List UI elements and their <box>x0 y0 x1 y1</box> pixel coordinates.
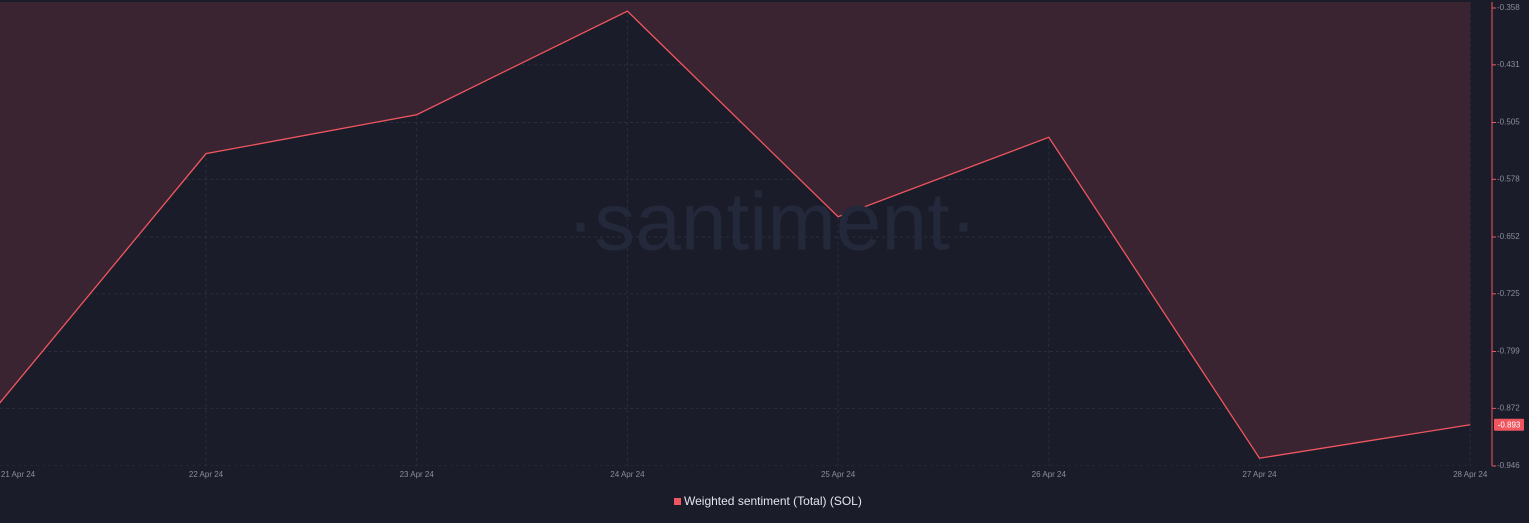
area-above <box>0 2 1471 459</box>
x-tick-label: 25 Apr 24 <box>821 470 856 479</box>
legend-swatch <box>674 498 681 505</box>
y-tick-label: -0.505 <box>1497 118 1520 127</box>
y-tick-label: -0.799 <box>1497 347 1520 356</box>
x-tick-label: 24 Apr 24 <box>610 470 645 479</box>
x-tick-label: 28 Apr 24 <box>1453 470 1488 479</box>
y-tick-label: -0.358 <box>1497 3 1520 12</box>
plot-area <box>0 2 1471 466</box>
y-tick-label: -0.725 <box>1497 289 1520 298</box>
last-value-badge <box>1494 418 1524 431</box>
y-tick-label: -0.652 <box>1497 232 1520 241</box>
x-tick-label: 23 Apr 24 <box>400 470 435 479</box>
x-tick-label: 27 Apr 24 <box>1242 470 1277 479</box>
x-tick-label: 22 Apr 24 <box>189 470 224 479</box>
watermark: ·santiment· <box>567 177 977 268</box>
last-value-label: -0.893 <box>1498 420 1521 429</box>
y-tick-label: -0.431 <box>1497 60 1520 69</box>
series-line <box>0 10 1471 459</box>
x-tick-label: 21 Apr 24 <box>1 470 36 479</box>
x-tick-label: 26 Apr 24 <box>1032 470 1067 479</box>
y-tick-label: -0.946 <box>1497 461 1520 470</box>
y-tick-label: -0.578 <box>1497 174 1520 183</box>
y-tick-label: -0.872 <box>1497 403 1520 412</box>
legend-label: Weighted sentiment (Total) (SOL) <box>684 494 862 508</box>
